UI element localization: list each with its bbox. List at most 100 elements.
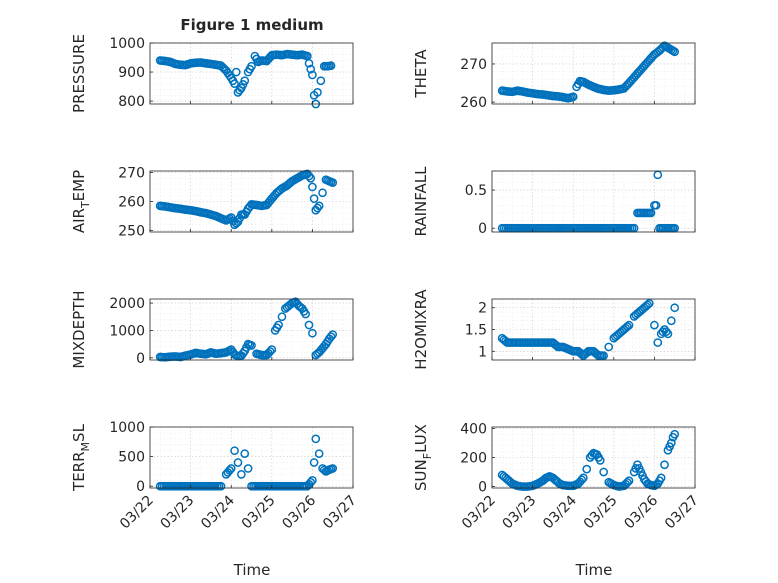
data-point: [562, 93, 571, 103]
data-point: [306, 64, 316, 74]
data-point: [209, 60, 219, 69]
series-terr_msl: [155, 434, 338, 491]
data-point: [314, 449, 324, 459]
y-tick-label: 260: [460, 95, 487, 111]
data-point: [174, 204, 184, 213]
data-point: [220, 215, 229, 225]
data-point: [301, 51, 310, 60]
data-point: [511, 338, 521, 347]
y-axis-label-main: SUN: [412, 459, 430, 491]
y-tick-label: 2: [478, 301, 487, 317]
data-point: [231, 67, 241, 77]
data-point: [516, 86, 526, 96]
subplot-mixdepth: 0 1000 2000 MIXDEPTH: [70, 290, 354, 369]
data-point: [314, 201, 324, 211]
data-point: [621, 323, 630, 333]
data-point: [184, 481, 193, 491]
data-point: [526, 88, 536, 98]
axes-frame-terr_msl: [149, 426, 354, 489]
data-point: [280, 50, 290, 59]
y-axis-label-subscript: F: [421, 453, 434, 459]
x-axis-label-left: Time: [233, 561, 271, 579]
data-point: [641, 59, 651, 69]
data-point: [237, 470, 246, 479]
data-point: [594, 453, 603, 462]
y-tick-label: 1: [478, 344, 487, 360]
data-point: [622, 478, 632, 487]
y-axis-label-h2omixra: H2OMIXRA: [412, 289, 430, 370]
series-mixdepth: [155, 297, 338, 362]
data-point: [636, 306, 646, 315]
data-point: [228, 76, 238, 86]
data-point: [655, 476, 664, 486]
data-point: [163, 481, 173, 491]
data-point: [214, 481, 224, 491]
y-axis-label-pressure: PRESSURE: [70, 34, 88, 113]
y-axis-label-terr_msl: TERRMSL: [70, 423, 92, 492]
data-point: [501, 86, 510, 96]
data-point: [516, 338, 526, 347]
data-point: [223, 468, 233, 477]
data-point: [567, 346, 576, 355]
data-point: [194, 349, 204, 358]
data-point: [582, 464, 592, 474]
data-point: [634, 464, 644, 473]
data-point: [311, 434, 321, 444]
series-pressure: [155, 49, 336, 109]
subplot-h2omixra: 1 1.5 2 H2OMIXRA: [412, 289, 696, 370]
data-point: [189, 206, 199, 216]
data-point: [174, 60, 184, 69]
y-tick-label: 0: [136, 479, 145, 495]
data-point: [326, 464, 336, 474]
data-point: [551, 91, 561, 101]
data-point: [626, 76, 636, 86]
y-tick-label: 0: [478, 480, 487, 496]
subplot-pressure: 800 900 1000 PRESSURE: [70, 34, 354, 113]
data-point: [521, 87, 531, 97]
y-axis-label-rainfall: RAINFALL: [412, 166, 430, 237]
data-point: [286, 50, 295, 59]
y-tick-label: 2000: [109, 296, 145, 312]
data-point: [602, 86, 612, 95]
data-point: [264, 348, 273, 358]
y-tick-label: 1.5: [465, 323, 487, 339]
data-point: [557, 342, 566, 352]
data-point: [621, 82, 630, 91]
y-tick-label: 0.5: [465, 183, 487, 199]
data-point: [164, 352, 173, 362]
data-point: [612, 85, 622, 95]
data-point: [296, 50, 305, 60]
data-point: [308, 328, 317, 338]
data-point: [651, 200, 661, 210]
data-point: [577, 475, 587, 485]
data-point: [651, 48, 661, 58]
data-point: [650, 320, 659, 330]
data-point: [264, 198, 273, 208]
data-point: [641, 208, 651, 218]
data-point: [328, 330, 338, 339]
data-point: [277, 312, 287, 322]
data-point: [643, 300, 652, 310]
data-point: [506, 87, 515, 97]
x-axis-label-right: Time: [575, 561, 613, 579]
y-tick-label: 400: [460, 421, 487, 437]
data-point: [324, 61, 334, 71]
y-axis-label-subscript: T: [79, 201, 92, 209]
data-point: [225, 466, 234, 475]
data-point: [184, 59, 194, 69]
data-point: [189, 58, 199, 68]
y-tick-label: 270: [460, 57, 487, 73]
data-point: [536, 338, 546, 347]
series-air_temp: [155, 169, 338, 230]
y-axis-label-mixdepth: MIXDEPTH: [70, 290, 88, 368]
data-point: [306, 477, 316, 487]
data-point: [269, 192, 278, 202]
data-point: [665, 442, 674, 451]
data-point: [308, 182, 317, 192]
data-point: [309, 458, 319, 467]
data-point: [199, 58, 209, 68]
data-point: [285, 481, 295, 491]
data-point: [541, 338, 551, 347]
data-point: [255, 481, 264, 491]
